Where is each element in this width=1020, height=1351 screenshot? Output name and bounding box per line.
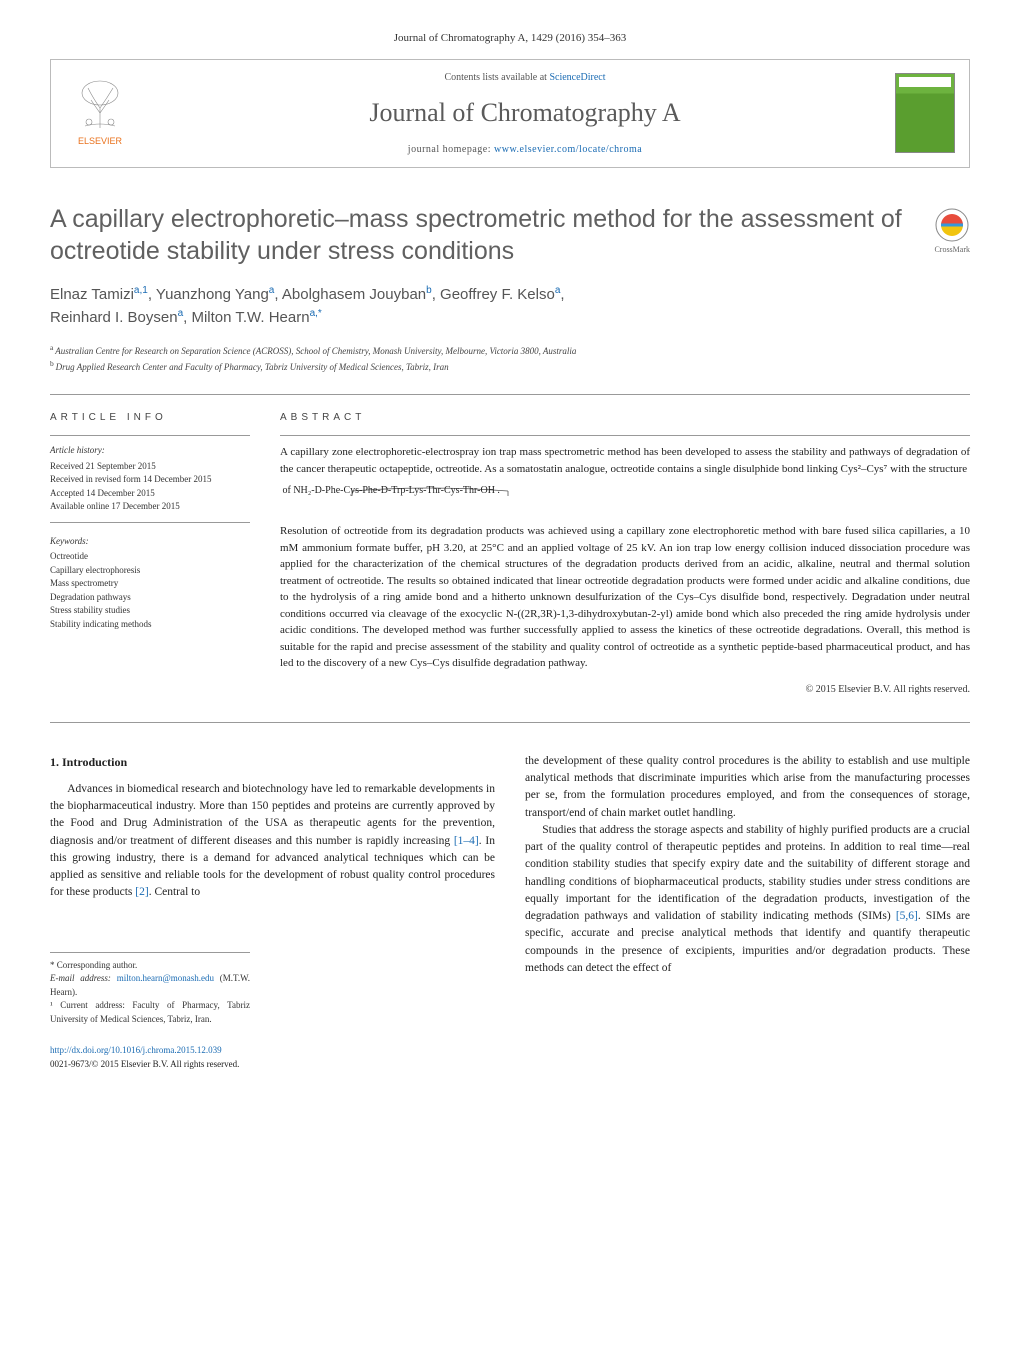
body-column-right: the development of these quality control…: [525, 753, 970, 1071]
keyword-item: Stability indicating methods: [50, 618, 250, 632]
author-affiliation-sup: a: [269, 285, 275, 296]
journal-cover-thumbnail: [895, 73, 955, 153]
author: Milton T.W. Hearna,*: [191, 309, 321, 326]
keywords-label: Keywords:: [50, 535, 250, 549]
affiliations: a Australian Centre for Research on Sepa…: [50, 342, 970, 375]
info-divider-1: [50, 435, 250, 436]
keyword-item: Stress stability studies: [50, 604, 250, 618]
author: Reinhard I. Boysena: [50, 309, 183, 326]
peptide-structure: of NH₂-D-Phe-Cys-Phe-D-Trp-Lys-Thr-Cys-T…: [280, 483, 970, 517]
history-item: Accepted 14 December 2015: [50, 487, 250, 501]
citation-2[interactable]: [2]: [135, 886, 148, 898]
keywords-list: OctreotideCapillary electrophoresisMass …: [50, 550, 250, 631]
abstract-part2: Resolution of octreotide from its degrad…: [280, 525, 970, 669]
homepage-link[interactable]: www.elsevier.com/locate/chroma: [494, 144, 642, 155]
journal-reference: Journal of Chromatography A, 1429 (2016)…: [50, 30, 970, 47]
current-address-note: ¹ Current address: Faculty of Pharmacy, …: [50, 999, 250, 1026]
email-link[interactable]: milton.hearn@monash.edu: [117, 973, 214, 983]
email-label: E-mail address:: [50, 973, 117, 983]
author-affiliation-sup: a: [555, 285, 561, 296]
elsevier-tree-icon: [73, 78, 128, 133]
structure-formula: of NH₂-D-Phe-Cys-Phe-D-Trp-Lys-Thr-Cys-T…: [280, 483, 780, 517]
abstract-text: A capillary zone electrophoretic-electro…: [280, 444, 970, 672]
structure-text: of NH₂-D-Phe-Cys-Phe-D-Trp-Lys-Thr-Cys-T…: [283, 485, 500, 496]
author-affiliation-sup: a,1: [134, 285, 148, 296]
sciencedirect-link[interactable]: ScienceDirect: [549, 72, 605, 83]
intro-heading: 1. Introduction: [50, 753, 495, 771]
footnotes: * Corresponding author. E-mail address: …: [50, 952, 250, 1027]
affiliation-sup: b: [50, 359, 56, 368]
abstract-part1: A capillary zone electrophoretic-electro…: [280, 446, 970, 475]
intro-paragraph-1-cont: the development of these quality control…: [525, 753, 970, 822]
article-info-column: ARTICLE INFO Article history: Received 2…: [50, 410, 250, 697]
page-container: Journal of Chromatography A, 1429 (2016)…: [0, 0, 1020, 1111]
homepage-line: journal homepage: www.elsevier.com/locat…: [155, 142, 895, 157]
title-row: A capillary electrophoretic–mass spectro…: [50, 203, 970, 268]
body-columns: 1. Introduction Advances in biomedical r…: [50, 753, 970, 1071]
history-item: Received 21 September 2015: [50, 460, 250, 474]
author: Geoffrey F. Kelsoa: [440, 286, 560, 303]
author-list: Elnaz Tamizia,1, Yuanzhong Yanga, Abolgh…: [50, 283, 970, 330]
history-item: Available online 17 December 2015: [50, 500, 250, 514]
author-affiliation-sup: a: [178, 308, 184, 319]
publisher-name: ELSEVIER: [78, 135, 122, 149]
publisher-logo: ELSEVIER: [65, 73, 135, 153]
crossmark-badge[interactable]: CrossMark: [934, 208, 970, 256]
crossmark-icon: [935, 208, 969, 242]
homepage-prefix: journal homepage:: [408, 144, 494, 155]
doi-block: http://dx.doi.org/10.1016/j.chroma.2015.…: [50, 1044, 495, 1071]
keyword-item: Capillary electrophoresis: [50, 564, 250, 578]
corresponding-author-note: * Corresponding author.: [50, 959, 250, 973]
citation-1-4[interactable]: [1–4]: [454, 835, 479, 847]
author: Abolghasem Jouybanb: [282, 286, 432, 303]
author-affiliation-sup: b: [426, 285, 432, 296]
intro-text-1a: Advances in biomedical research and biot…: [50, 783, 495, 847]
info-divider-2: [50, 522, 250, 523]
contents-prefix: Contents lists available at: [444, 72, 549, 83]
contents-line: Contents lists available at ScienceDirec…: [155, 70, 895, 85]
author: Yuanzhong Yanga: [156, 286, 274, 303]
journal-header: ELSEVIER Contents lists available at Sci…: [50, 59, 970, 168]
email-line: E-mail address: milton.hearn@monash.edu …: [50, 972, 250, 999]
citation-5-6[interactable]: [5,6]: [896, 910, 918, 922]
history-list: Received 21 September 2015Received in re…: [50, 460, 250, 514]
abstract-heading: ABSTRACT: [280, 410, 970, 425]
author: Elnaz Tamizia,1: [50, 286, 148, 303]
affiliation-sup: a: [50, 343, 55, 352]
article-title: A capillary electrophoretic–mass spectro…: [50, 203, 914, 268]
intro-paragraph-2: Studies that address the storage aspects…: [525, 822, 970, 977]
abstract-column: ABSTRACT A capillary zone electrophoreti…: [280, 410, 970, 697]
keyword-item: Degradation pathways: [50, 591, 250, 605]
body-column-left: 1. Introduction Advances in biomedical r…: [50, 753, 495, 1071]
crossmark-label: CrossMark: [934, 244, 970, 256]
affiliation-line: a Australian Centre for Research on Sepa…: [50, 342, 970, 358]
article-info-heading: ARTICLE INFO: [50, 410, 250, 425]
divider-top: [50, 394, 970, 395]
abstract-copyright: © 2015 Elsevier B.V. All rights reserved…: [280, 682, 970, 697]
abstract-divider: [280, 435, 970, 436]
keyword-item: Mass spectrometry: [50, 577, 250, 591]
header-center: Contents lists available at ScienceDirec…: [155, 70, 895, 157]
author-affiliation-sup: a,*: [310, 308, 322, 319]
divider-bottom: [50, 722, 970, 723]
history-item: Received in revised form 14 December 201…: [50, 473, 250, 487]
journal-title: Journal of Chromatography A: [155, 93, 895, 132]
info-abstract-row: ARTICLE INFO Article history: Received 2…: [50, 410, 970, 697]
doi-link[interactable]: http://dx.doi.org/10.1016/j.chroma.2015.…: [50, 1045, 222, 1055]
intro-text-2a: Studies that address the storage aspects…: [525, 824, 970, 922]
affiliation-line: b Drug Applied Research Center and Facul…: [50, 358, 970, 374]
intro-text-1c: . Central to: [149, 886, 200, 898]
issn-copyright: 0021-9673/© 2015 Elsevier B.V. All right…: [50, 1058, 495, 1072]
intro-paragraph-1: Advances in biomedical research and biot…: [50, 781, 495, 902]
keyword-item: Octreotide: [50, 550, 250, 564]
history-label: Article history:: [50, 444, 250, 458]
